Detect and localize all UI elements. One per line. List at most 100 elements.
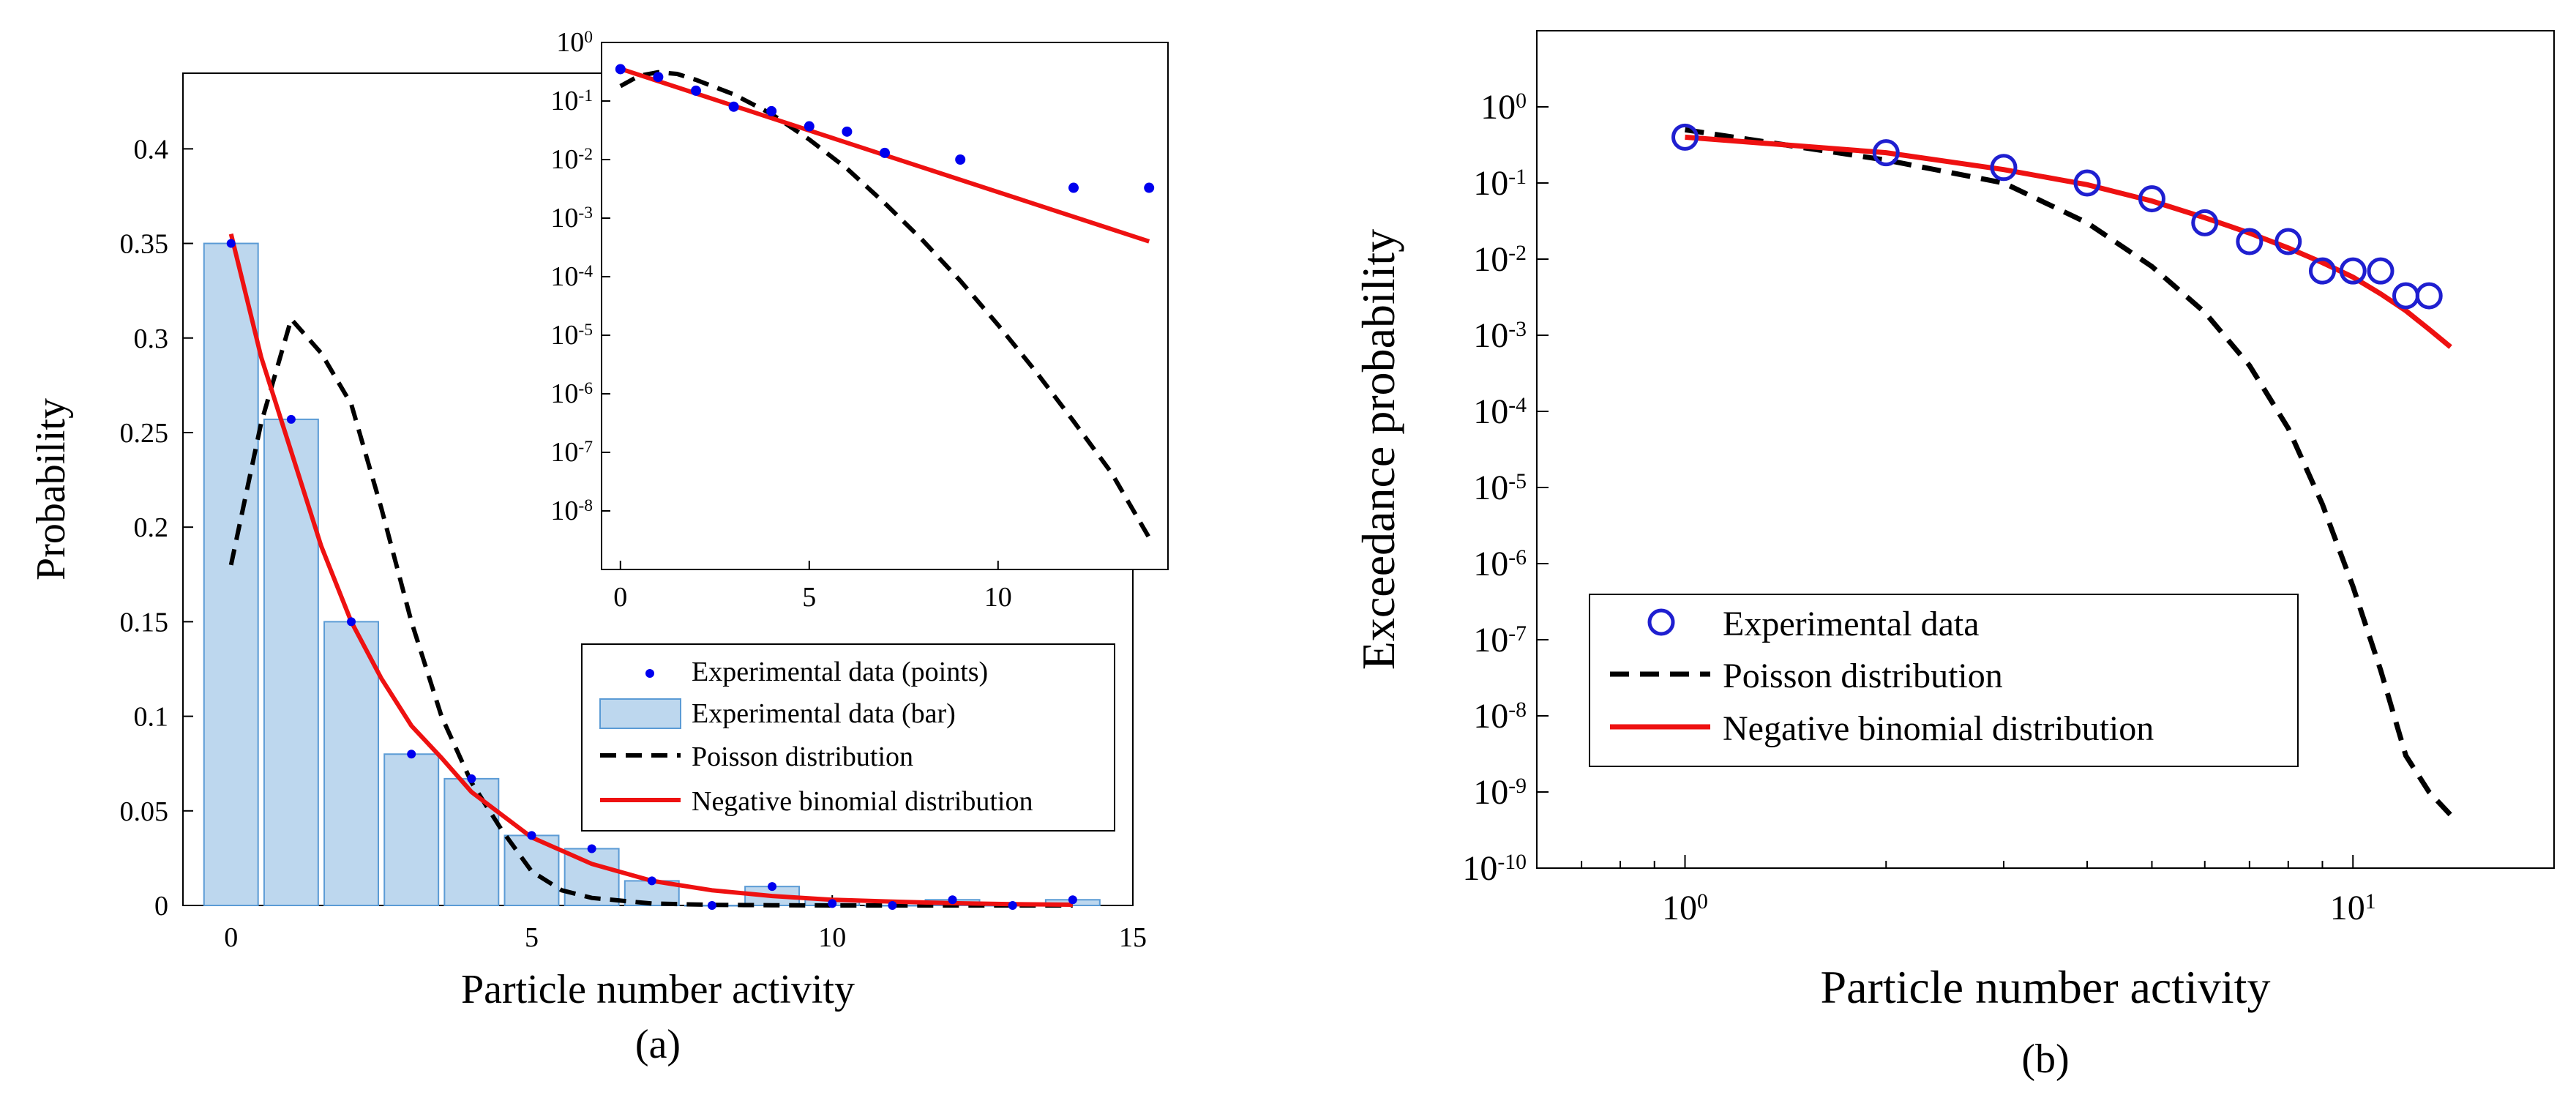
- a-xlabel: Particle number activity: [461, 967, 855, 1012]
- b-data-circle: [2191, 209, 2219, 236]
- inset-ytick-label: 10-1: [550, 86, 593, 116]
- a-bar: [383, 753, 440, 906]
- b-ytick-label-exp: -4: [1508, 393, 1527, 417]
- inset-data-point: [691, 85, 701, 96]
- inset-ytick-label: 10-7: [550, 437, 593, 468]
- inset-ytick-label-exp: -3: [578, 203, 593, 223]
- b-ytick-label: 10-9: [1473, 773, 1527, 812]
- b-data-circle: [1990, 154, 2018, 182]
- inset-ytick-label-base: 10: [550, 378, 578, 409]
- b-data-circle: [2339, 257, 2367, 285]
- a-data-point: [888, 901, 897, 910]
- a-ytick-label: 0.1: [134, 702, 169, 733]
- b-ylabel: Exceedance probability: [1352, 229, 1404, 670]
- a-bar: [263, 418, 319, 906]
- legend-a-bar-swatch: [599, 698, 681, 729]
- b-ytick-label-exp: 0: [1516, 89, 1527, 113]
- legend-b-entry: Poisson distribution: [1723, 657, 2003, 695]
- inset-ytick-label-base: 10: [550, 261, 578, 292]
- inset-ytick-label-base: 10: [550, 320, 578, 351]
- b-ytick-label-exp: -2: [1508, 241, 1527, 265]
- inset-xtick-label: 10: [984, 582, 1012, 613]
- inset-ytick-label: 10-8: [550, 496, 593, 526]
- legend-a-entry: Experimental data (bar): [692, 698, 956, 729]
- b-ytick-label: 10-6: [1473, 545, 1527, 583]
- inset-data-point: [842, 126, 853, 137]
- a-ylabel: Probability: [29, 398, 74, 580]
- b-ytick-label: 10-4: [1473, 392, 1527, 431]
- b-data-circle: [1872, 139, 1900, 167]
- b-ytick-label-base: 10: [1473, 697, 1508, 736]
- inset-poisson-line: [619, 70, 1151, 539]
- inset-ytick-label: 10-5: [550, 320, 593, 351]
- a-data-point: [226, 239, 236, 248]
- inset-ytick-label-exp: -4: [578, 262, 593, 281]
- b-ytick-label-base: 10: [1473, 773, 1508, 812]
- legend-b-experimental-swatch: [1647, 608, 1675, 636]
- b-data-circle: [2308, 257, 2336, 285]
- b-ytick-label-exp: -9: [1508, 774, 1527, 798]
- a-bar: [203, 242, 259, 906]
- inset-ytick-label-exp: -5: [578, 321, 593, 340]
- inset-data-point: [804, 121, 815, 132]
- inset-a-frame: [601, 42, 1169, 570]
- inset-xtick-label: 5: [802, 582, 816, 613]
- b-xtick-label: 100: [1662, 889, 1708, 927]
- a-bar: [323, 621, 379, 906]
- b-ytick-label-base: 10: [1473, 621, 1508, 660]
- panel-b: 10-1010-910-810-710-610-510-410-310-210-…: [1352, 30, 2555, 1082]
- a-xtick-label: 15: [1119, 922, 1147, 953]
- inset-ytick-label-base: 10: [550, 203, 578, 233]
- a-poisson-line: [228, 314, 1073, 908]
- inset-data-point: [880, 147, 890, 158]
- inset-ytick-label-base: 10: [550, 144, 578, 175]
- inset-data-point: [955, 154, 966, 165]
- b-ytick-label-exp: -6: [1508, 545, 1527, 569]
- legend-a-entry: Poisson distribution: [692, 741, 913, 772]
- b-ytick-label-base: 10: [1473, 164, 1508, 203]
- inset-ytick-label: 100: [556, 27, 593, 58]
- b-ytick-label-exp: -3: [1508, 317, 1527, 341]
- b-xtick-label-exp: 1: [2365, 889, 2376, 913]
- inset-data-point: [653, 72, 664, 83]
- a-data-point: [768, 882, 777, 892]
- b-ytick-label-exp: -10: [1497, 850, 1527, 874]
- a-ytick-label: 0.25: [120, 418, 169, 449]
- b-caption: (b): [2021, 1036, 2069, 1082]
- inset-ytick-label: 10-6: [550, 378, 593, 409]
- b-data-circle: [2367, 257, 2395, 285]
- a-data-point: [587, 844, 596, 853]
- inset-data-point: [1068, 182, 1079, 193]
- b-data-circle: [2415, 282, 2443, 310]
- a-data-point: [948, 895, 957, 905]
- b-ytick-label: 100: [1480, 88, 1527, 127]
- b-ytick-label: 10-10: [1462, 849, 1527, 888]
- a-data-point: [286, 414, 296, 424]
- a-ytick-label: 0.15: [120, 607, 169, 638]
- a-data-point: [828, 899, 837, 908]
- b-ytick-label: 10-1: [1473, 164, 1527, 203]
- inset-ytick-label-exp: -1: [578, 86, 593, 105]
- inset-ytick-label-base: 10: [550, 86, 578, 116]
- b-ytick-label-base: 10: [1480, 88, 1516, 127]
- b-xtick-label: 101: [2330, 889, 2376, 927]
- inset-data-point: [615, 64, 626, 75]
- b-ytick-label-base: 10: [1473, 545, 1508, 583]
- a-data-point: [527, 831, 536, 840]
- b-ytick-label-exp: -8: [1508, 698, 1527, 722]
- b-ytick-label-base: 10: [1473, 468, 1508, 507]
- b-xtick-label-base: 10: [1662, 889, 1697, 927]
- legend-b-entry: Negative binomial distribution: [1723, 709, 2154, 748]
- a-xtick-label: 0: [224, 922, 238, 953]
- b-data-circle: [2274, 228, 2302, 255]
- inset-ytick-label-base: 10: [556, 27, 584, 58]
- legend-a-entry: Negative binomial distribution: [692, 786, 1033, 817]
- b-ytick-label-base: 10: [1473, 316, 1508, 355]
- b-data-circle: [2236, 228, 2264, 255]
- a-ytick-label: 0.3: [134, 324, 169, 354]
- a-caption: (a): [635, 1022, 681, 1067]
- a-data-point: [467, 774, 476, 783]
